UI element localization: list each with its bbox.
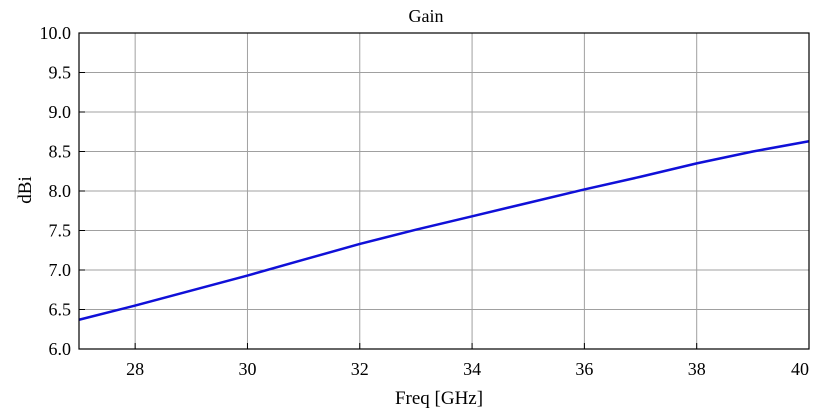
- y-tick-label: 7.0: [49, 260, 72, 280]
- y-tick-label: 9.5: [49, 63, 72, 83]
- x-tick-label: 36: [575, 359, 593, 379]
- x-tick-labels: 28 30 32 34 36 38 40: [126, 359, 809, 379]
- x-tick-label: 28: [126, 359, 144, 379]
- y-tick-label: 8.0: [49, 181, 72, 201]
- x-tick-label: 32: [351, 359, 369, 379]
- y-axis-label: dBi: [15, 176, 36, 203]
- x-tick-label: 30: [238, 359, 256, 379]
- tick-marks: [79, 32, 810, 350]
- y-tick-label: 10.0: [40, 23, 72, 43]
- x-tick-label: 34: [463, 359, 481, 379]
- y-tick-label: 8.5: [49, 142, 72, 162]
- x-axis-label: Freq [GHz]: [395, 388, 483, 409]
- y-tick-label: 6.0: [49, 339, 72, 359]
- x-tick-label: 38: [688, 359, 706, 379]
- series-layer: [78, 140, 810, 321]
- gain-series-line: [78, 140, 810, 321]
- y-tick-labels: 6.0 6.5 7.0 7.5 8.0 8.5 9.0 9.5 10.0: [40, 23, 72, 359]
- grid-lines: [79, 32, 810, 350]
- y-tick-label: 7.5: [49, 221, 72, 241]
- x-tick-label: 40: [791, 359, 809, 379]
- y-tick-label: 6.5: [49, 300, 72, 320]
- chart-title: Gain: [409, 6, 444, 26]
- y-tick-label: 9.0: [49, 102, 72, 122]
